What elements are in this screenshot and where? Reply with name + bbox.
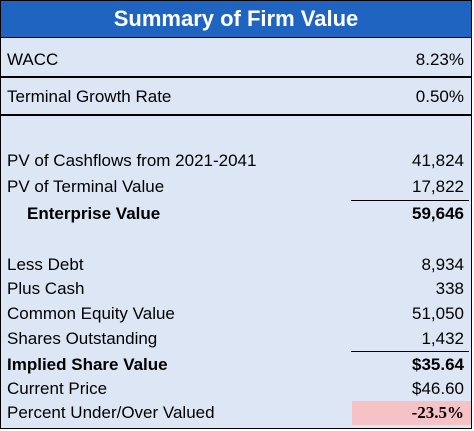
divider <box>1 76 471 78</box>
row-shares-outstanding: Shares Outstanding 1,432 <box>1 327 471 351</box>
less-debt-label: Less Debt <box>7 255 84 274</box>
row-plus-cash: Plus Cash 338 <box>1 277 471 301</box>
row-implied-share-value: Implied Share Value $35.64 <box>1 353 471 377</box>
divider <box>1 114 471 116</box>
subtotal-line <box>351 200 469 201</box>
row-pv-terminal-value: PV of Terminal Value 17,822 <box>1 175 471 199</box>
implied-share-value-value: $35.64 <box>412 355 464 374</box>
subtotal-line <box>351 351 469 352</box>
less-debt-value: 8,934 <box>421 255 464 274</box>
wacc-label: WACC <box>7 50 59 69</box>
current-price-label: Current Price <box>7 379 108 398</box>
common-equity-label: Common Equity Value <box>7 304 175 323</box>
wacc-value: 8.23% <box>415 50 464 69</box>
table-title: Summary of Firm Value <box>1 1 471 38</box>
pv-cashflows-label: PV of Cashflows from 2021-2041 <box>7 151 257 170</box>
terminal-growth-label: Terminal Growth Rate <box>7 87 172 106</box>
percent-valued-label: Percent Under/Over Valued <box>7 403 215 422</box>
enterprise-value-value: 59,646 <box>412 204 464 223</box>
common-equity-value: 51,050 <box>412 304 464 323</box>
shares-outstanding-value: 1,432 <box>421 329 464 348</box>
row-wacc: WACC 8.23% <box>1 48 471 72</box>
pv-cashflows-value: 41,824 <box>412 151 464 170</box>
highlight-cell <box>352 401 471 425</box>
implied-share-value-label: Implied Share Value <box>7 355 168 374</box>
percent-valued-value: -23.5% <box>411 403 464 422</box>
row-pv-cashflows: PV of Cashflows from 2021-2041 41,824 <box>1 149 471 173</box>
enterprise-value-label: Enterprise Value <box>27 204 161 223</box>
shares-outstanding-label: Shares Outstanding <box>7 329 158 348</box>
current-price-value: $46.60 <box>412 379 464 398</box>
pv-terminal-value-value: 17,822 <box>412 177 464 196</box>
terminal-growth-value: 0.50% <box>415 87 464 106</box>
plus-cash-value: 338 <box>435 279 464 298</box>
pv-terminal-value-label: PV of Terminal Value <box>7 177 165 196</box>
plus-cash-label: Plus Cash <box>7 279 85 298</box>
row-current-price: Current Price $46.60 <box>1 377 471 401</box>
row-terminal-growth: Terminal Growth Rate 0.50% <box>1 85 471 109</box>
row-enterprise-value: Enterprise Value 59,646 <box>1 202 471 226</box>
row-less-debt: Less Debt 8,934 <box>1 253 471 277</box>
row-common-equity: Common Equity Value 51,050 <box>1 302 471 326</box>
row-percent-valued: Percent Under/Over Valued -23.5% <box>1 401 471 425</box>
